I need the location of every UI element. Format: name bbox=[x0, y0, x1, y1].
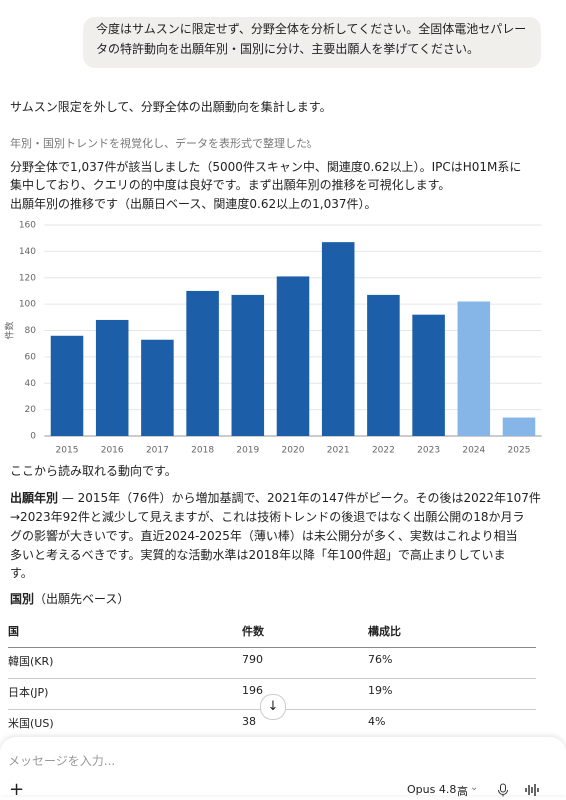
bar bbox=[50, 335, 84, 436]
caption: 出願年別の推移です（出願日ベース、関連度0.62以上の1,037件）。 bbox=[10, 197, 377, 211]
rule bbox=[8, 678, 536, 679]
y-tick-label: 20 bbox=[25, 405, 37, 415]
bar bbox=[412, 314, 445, 436]
table-cell: 19% bbox=[368, 684, 393, 697]
bar bbox=[321, 242, 355, 436]
table-cell: 76% bbox=[368, 653, 393, 666]
y-tick-label: 80 bbox=[25, 326, 37, 336]
table-cell: 日本(JP) bbox=[8, 686, 49, 699]
paragraph: 集中しており、クエリの的中度は良好です。まず出願年別の推移を可視化します。 bbox=[10, 178, 451, 192]
paragraph: →2023年92件と減少して見えますが、これは技術トレンドの後退ではなく出願公開… bbox=[10, 510, 525, 524]
paragraph: す。 bbox=[10, 566, 33, 580]
x-tick-label: 2017 bbox=[146, 446, 169, 456]
y-tick-label: 140 bbox=[19, 247, 36, 257]
model[interactable]: Opus 4.8 bbox=[407, 783, 457, 796]
x-tick-label: 2019 bbox=[236, 446, 259, 456]
x-tick-label: 2022 bbox=[372, 446, 395, 456]
y-tick-label: 100 bbox=[19, 300, 36, 310]
table-cell: 38 bbox=[242, 715, 256, 728]
bar bbox=[457, 301, 491, 436]
x-tick-label: 2015 bbox=[56, 446, 79, 456]
rule bbox=[8, 647, 536, 648]
table-header: 構成比 bbox=[368, 625, 401, 638]
intro: サムスン限定を外して、分野全体の出願動向を集計します。 bbox=[10, 100, 332, 114]
effort[interactable]: 高 bbox=[457, 785, 468, 798]
text: — 2015年（76件）から増加基調で、2021年の147件がピーク。その後は2… bbox=[58, 491, 541, 505]
bar bbox=[367, 294, 400, 436]
bar bbox=[141, 339, 174, 436]
add-button[interactable]: + bbox=[9, 779, 25, 800]
y-tick-label: 120 bbox=[19, 273, 36, 283]
step[interactable]: 年別・国別トレンドを視覚化し、データを表形式で整理した。 bbox=[10, 137, 318, 150]
x-tick-label: 2016 bbox=[101, 446, 124, 456]
paragraph: 多いと考えるべきです。実質的な活動水準は2018年以降「年100件超」で高止まり… bbox=[10, 548, 506, 562]
user-bubble bbox=[83, 17, 541, 68]
paragraph: 出願年別 — 2015年（76件）から増加基調で、2021年の147件がピーク。… bbox=[10, 489, 541, 506]
voice[interactable] bbox=[524, 783, 540, 797]
paragraph: グの影響が大きいです。直近2024-2025年（薄い棒）は未公開分が多く、実数は… bbox=[10, 529, 518, 543]
y-tick-label: 40 bbox=[25, 379, 37, 389]
table-cell: 米国(US) bbox=[8, 717, 54, 730]
y-tick-label: 0 bbox=[30, 432, 36, 442]
paragraph: 分野全体で1,037件が該当しました（5000件スキャン中、関連度0.62以上）… bbox=[10, 160, 522, 174]
y-tick-label: 60 bbox=[25, 352, 37, 362]
x-tick-label: 2025 bbox=[508, 446, 531, 456]
x-tick-label: 2018 bbox=[191, 446, 214, 456]
y-axis-label: 件数 bbox=[4, 321, 16, 339]
text: （出願先ベース） bbox=[34, 592, 130, 606]
bar bbox=[231, 294, 265, 436]
x-tick-label: 2024 bbox=[462, 446, 485, 456]
table-cell: 韓国(KR) bbox=[8, 655, 54, 668]
table-header: 国 bbox=[8, 625, 19, 638]
scroll-down[interactable]: ↓ bbox=[260, 694, 286, 720]
placeholder[interactable]: メッセージを入力... bbox=[8, 754, 116, 768]
table-cell: 790 bbox=[242, 653, 263, 666]
table-header: 件数 bbox=[242, 625, 264, 638]
bar bbox=[502, 417, 536, 436]
input-box[interactable]: メッセージを入力... + Opus 4.8 高 ⌄ bbox=[0, 737, 566, 800]
lead: 国別 bbox=[10, 592, 35, 606]
chevron[interactable]: › bbox=[306, 135, 311, 148]
y-tick-label: 160 bbox=[19, 221, 36, 231]
x-tick-label: 2021 bbox=[327, 446, 350, 456]
x-tick-label: 2023 bbox=[417, 446, 440, 456]
table-cell: 4% bbox=[368, 715, 386, 728]
section: 国別（出願先ベース） bbox=[10, 590, 129, 607]
table-cell: 196 bbox=[242, 684, 263, 697]
lead: 出願年別 bbox=[10, 491, 59, 505]
bar bbox=[276, 276, 310, 436]
paragraph: ここから読み取れる動向です。 bbox=[10, 464, 177, 478]
chart: 0 20 40 60 80 100 120 140 160 件数 2015 2016 2017 2018 2… bbox=[4, 221, 542, 456]
bar bbox=[95, 319, 129, 436]
bar bbox=[186, 290, 219, 436]
x-tick-label: 2020 bbox=[282, 446, 305, 456]
user-text: 今度はサムスンに限定せず、分野全体を分析してください。全固体電池セパレー bbox=[96, 22, 527, 36]
dropdown[interactable]: ⌄ bbox=[470, 782, 479, 793]
user-text: タの特許動向を出願年別・国別に分け、主要出願人を挙げてください。 bbox=[96, 42, 480, 56]
